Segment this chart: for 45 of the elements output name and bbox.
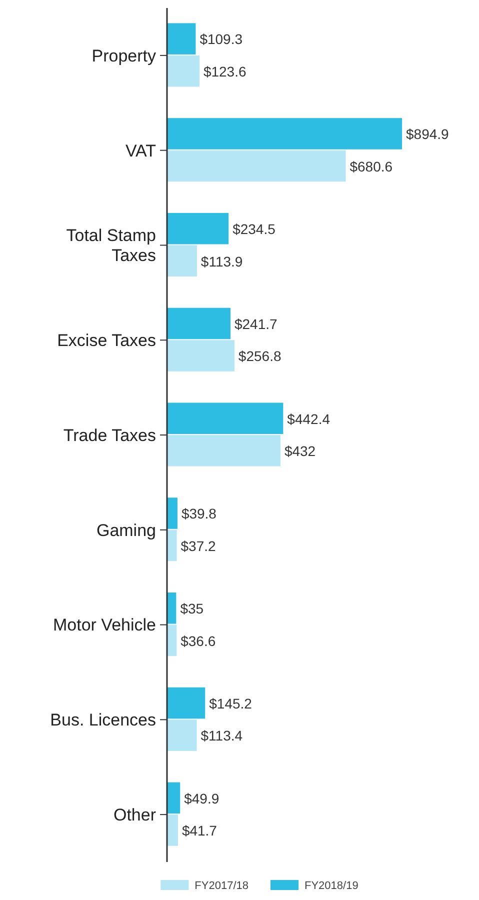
data-label: $123.6 <box>203 63 246 80</box>
y-tick-label: Bus. Licences <box>50 710 156 730</box>
y-tick-label: Property <box>92 46 156 66</box>
data-label: $145.2 <box>209 695 252 712</box>
bar <box>167 308 230 340</box>
y-tick-label: Trade Taxes <box>63 426 156 445</box>
bar <box>167 530 177 562</box>
data-label: $37.2 <box>180 538 216 554</box>
data-label: $36.6 <box>180 632 216 649</box>
data-label: $41.7 <box>182 822 218 839</box>
y-tick-label: VAT <box>125 141 156 160</box>
data-label: $432 <box>284 443 316 460</box>
data-label: $113.4 <box>200 728 243 744</box>
data-label: $241.7 <box>234 316 278 332</box>
bar <box>167 435 280 466</box>
bar <box>167 212 229 244</box>
data-label: $109.3 <box>200 31 243 48</box>
bar <box>167 118 402 150</box>
data-label: $35 <box>180 600 204 617</box>
data-label: $256.8 <box>238 348 282 364</box>
y-tick-label: Total Stamp Taxes <box>66 226 156 266</box>
bar <box>167 340 234 372</box>
bar <box>167 150 346 182</box>
bar <box>167 687 206 719</box>
data-label: $894.9 <box>406 126 450 142</box>
data-label: $234.5 <box>232 220 276 237</box>
bar <box>167 23 196 54</box>
bar <box>167 245 197 276</box>
data-label: $113.9 <box>200 253 243 270</box>
legend-label: FY2017/18 <box>194 880 248 892</box>
bar <box>167 402 284 434</box>
bar <box>167 814 178 846</box>
bar <box>167 782 180 814</box>
y-tick-label: Other <box>113 806 156 825</box>
bar <box>167 720 197 751</box>
data-label: $49.9 <box>184 790 220 806</box>
legend-label: FY2018/19 <box>304 880 358 892</box>
data-label: $680.6 <box>350 158 393 174</box>
y-tick-label: Motor Vehicle <box>53 616 156 635</box>
bar <box>167 55 200 87</box>
data-label: $442.4 <box>287 410 330 427</box>
y-tick-label: Gaming <box>96 520 156 540</box>
y-tick-label: Excise Taxes <box>57 331 156 350</box>
data-label: $39.8 <box>181 506 217 522</box>
bar <box>167 498 178 529</box>
